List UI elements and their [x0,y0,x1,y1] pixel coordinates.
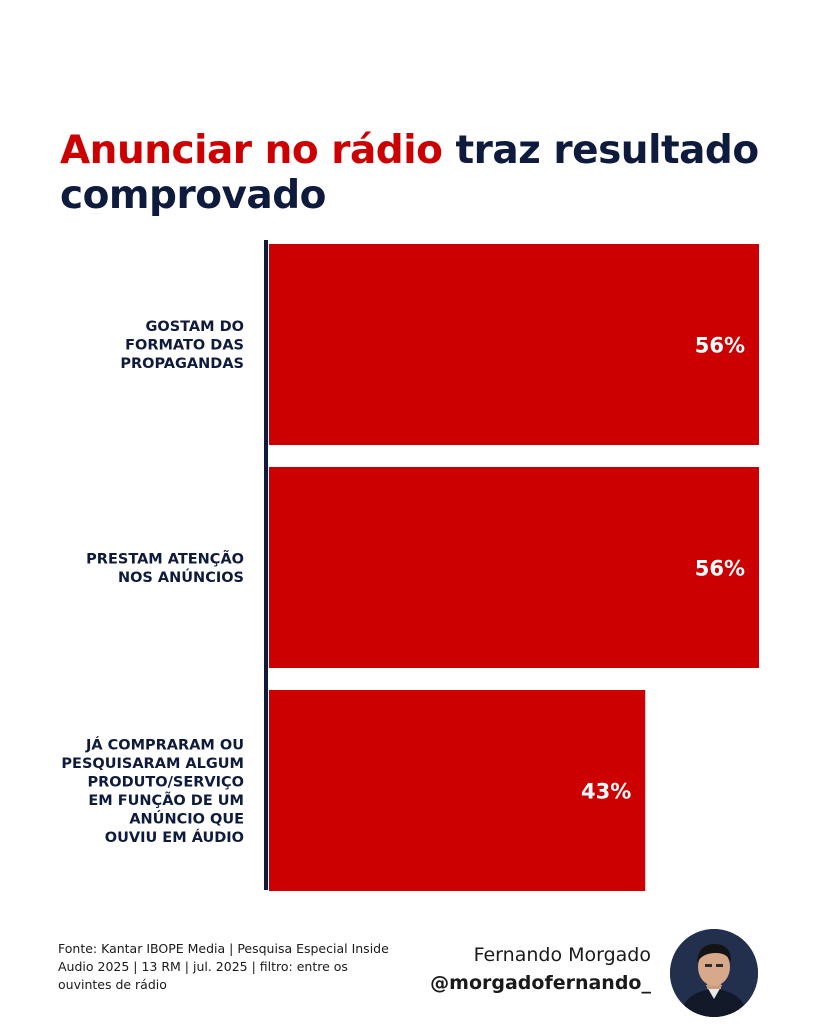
category-label-line: PRESTAM ATENÇÃO [86,550,244,567]
category-label-2: JÁ COMPRARAM OU PESQUISARAM ALGUM PRODUTO/… [61,736,244,846]
category-label-line: NOS ANÚNCIOS [118,568,244,586]
title-accent: Anunciar no rádio [60,128,443,173]
source-note: Fonte: Kantar IBOPE Media | Pesquisa Esp… [58,941,389,992]
category-label-line: PROPAGANDAS [120,356,244,372]
value-label-1: 56% [695,557,745,581]
value-label-0: 56% [695,334,745,358]
bar-chart: 56% GOSTAM DO FORMATO DAS PROPAGANDAS 56% PRE… [61,240,759,891]
category-label-line: JÁ COMPRARAM OU [85,736,244,753]
category-label-0: GOSTAM DO FORMATO DAS PROPAGANDAS [120,319,244,372]
category-label-1: PRESTAM ATENÇÃO NOS ANÚNCIOS [86,550,244,586]
bar-2 [269,690,646,891]
category-label-line: OUVIU EM ÁUDIO [105,829,244,846]
author-handle: @morgadofernando_ [430,972,651,994]
person-icon [670,929,758,1017]
category-label-line: ANÚNCIO QUE [129,809,244,827]
bar-1 [269,467,759,668]
category-label-line: GOSTAM DO [146,319,245,335]
category-label-line: PRODUTO/SERVIÇO [87,774,244,790]
category-label-line: EM FUNÇÃO DE UM [88,792,244,809]
y-axis-line [264,240,268,890]
category-label-line: PESQUISARAM ALGUM [61,756,244,772]
category-label-line: FORMATO DAS [125,338,244,354]
bar-0 [269,244,759,445]
chart-title: Anunciar no rádio traz resultado comprov… [60,128,760,218]
value-label-2: 43% [581,780,631,804]
author-avatar [670,929,758,1017]
title-rest: traz resultado comprovado [60,128,759,218]
author-name: Fernando Morgado [473,944,651,966]
